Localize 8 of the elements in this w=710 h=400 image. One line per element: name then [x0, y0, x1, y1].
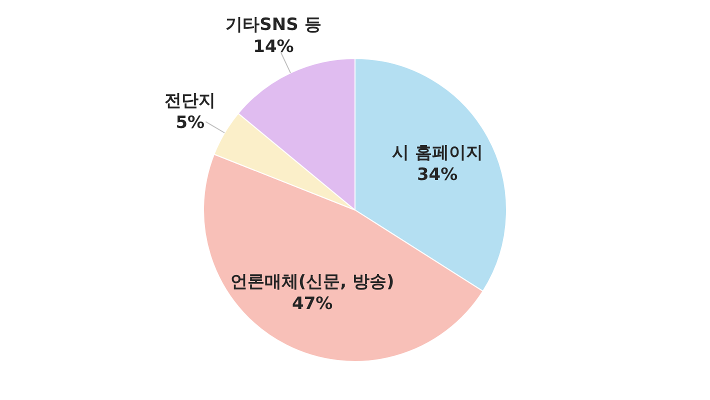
slice-label: 시 홈페이지	[392, 143, 483, 164]
data-label: 5%	[176, 112, 205, 133]
data-label: 34%	[416, 165, 458, 186]
data-label: 14%	[253, 37, 294, 58]
data-label: 47%	[292, 294, 333, 314]
slice-label: 전단지	[164, 90, 216, 111]
slice-label: 언론매체(신문, 방송)	[230, 272, 394, 292]
slice-label: 기타SNS 등	[226, 15, 322, 36]
